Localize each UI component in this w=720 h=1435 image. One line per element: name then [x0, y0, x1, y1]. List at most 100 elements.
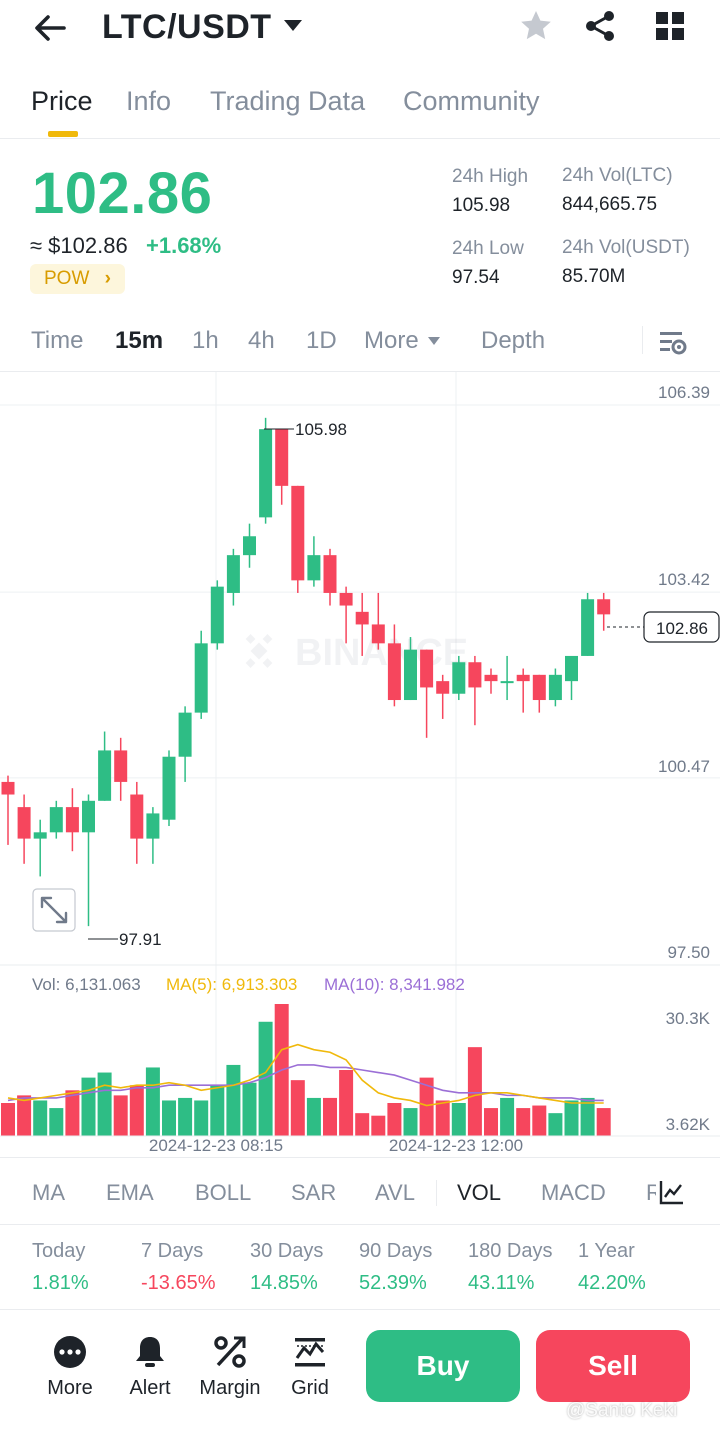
volume-bar [451, 1103, 466, 1136]
alert-label[interactable]: Alert [129, 1377, 171, 1399]
divider [642, 326, 643, 354]
interval-more[interactable]: More [364, 327, 419, 354]
divider [436, 1180, 437, 1206]
indicator-avl[interactable]: AVL [375, 1180, 415, 1205]
vol-usdt-value: 85.70M [562, 266, 626, 287]
candle-body [114, 750, 128, 782]
candle-body [1, 781, 15, 795]
vol-axis-label: 3.62K [666, 1115, 711, 1134]
indicator-boll[interactable]: BOLL [195, 1180, 252, 1205]
volume-bar [306, 1097, 321, 1136]
ma5-line [7, 1043, 604, 1107]
sell-button[interactable]: Sell [536, 1330, 690, 1402]
candle-body [82, 800, 95, 833]
indicator-settings-icon[interactable] [658, 1178, 686, 1206]
usd-price: ≈ $102.86 [30, 233, 128, 258]
candle-body [436, 681, 450, 694]
candle-body [516, 674, 530, 682]
volume-bar [33, 1100, 48, 1136]
grid-icon[interactable] [652, 8, 688, 44]
volume-bar [242, 1082, 257, 1136]
vol-usdt-label: 24h Vol(USDT) [562, 237, 690, 258]
interval-15m[interactable]: 15m [115, 327, 164, 354]
candle-body [452, 662, 466, 694]
price-axis-label: 103.42 [658, 570, 710, 589]
interval-time[interactable]: Time [31, 327, 84, 354]
perf-label-7d: 7 Days [141, 1240, 204, 1262]
volume-bar [516, 1108, 531, 1136]
volume-bar [323, 1097, 337, 1136]
depth-tab[interactable]: Depth [481, 327, 546, 354]
candle-body [291, 485, 305, 581]
grid-trading-icon[interactable] [292, 1334, 328, 1370]
ma10-readout: MA(10): 8,341.982 [324, 975, 465, 994]
indicator-ma[interactable]: MA [32, 1180, 65, 1205]
pair-title[interactable]: LTC/USDT [102, 8, 272, 46]
perf-value-180d: 43.11% [468, 1272, 535, 1294]
candle-body [98, 750, 112, 801]
perf-value-today: 1.81% [32, 1272, 89, 1294]
interval-4h[interactable]: 4h [248, 327, 275, 354]
volume-bar [371, 1115, 386, 1136]
active-tab-indicator [48, 131, 78, 137]
time-axis-label: 2024-12-23 12:00 [389, 1136, 523, 1155]
divider [0, 1157, 720, 1158]
volume-bar [210, 1085, 225, 1136]
time-axis-label: 2024-12-23 08:15 [149, 1136, 283, 1155]
price-chart[interactable]: 106.39 103.42 100.47 97.50 BINANCE 105.9… [0, 372, 720, 1157]
perf-value-1y: 42.20% [578, 1272, 646, 1294]
more-icon[interactable] [52, 1334, 88, 1370]
tab-community[interactable]: Community [403, 86, 540, 116]
chart-settings-icon[interactable] [656, 326, 688, 358]
volume-bar [548, 1113, 563, 1136]
star-icon[interactable] [518, 8, 554, 44]
bell-icon[interactable] [132, 1334, 168, 1370]
indicator-sar[interactable]: SAR [291, 1180, 337, 1205]
candle-body [565, 655, 578, 682]
indicator-r[interactable]: R [646, 1180, 656, 1205]
low-label: 24h Low [452, 238, 524, 259]
ma5-readout: MA(5): 6,913.303 [166, 975, 298, 994]
volume-bar [564, 1100, 579, 1136]
interval-1d[interactable]: 1D [306, 327, 337, 354]
tab-info[interactable]: Info [126, 86, 172, 116]
candle-body [323, 555, 337, 593]
volume-bar [580, 1097, 595, 1136]
candle-body [339, 592, 353, 606]
volume-bar [194, 1100, 209, 1136]
volume-bar [145, 1067, 160, 1136]
indicator-macd[interactable]: MACD [541, 1180, 606, 1205]
last-price: 102.86 [32, 161, 213, 226]
expand-icon[interactable] [32, 888, 76, 932]
indicator-vol[interactable]: VOL [457, 1180, 502, 1205]
ma10-line [7, 1064, 604, 1102]
more-label[interactable]: More [47, 1377, 93, 1399]
volume-bar [419, 1077, 434, 1136]
candle-body [49, 807, 63, 833]
tab-price[interactable]: Price [31, 86, 93, 116]
volume-bar [178, 1097, 193, 1136]
price-change: +1.68% [146, 233, 222, 258]
candle-body [162, 756, 176, 820]
interval-1h[interactable]: 1h [192, 327, 219, 354]
candle-body [387, 643, 401, 701]
share-icon[interactable] [582, 8, 618, 44]
volume-bar [1, 1103, 15, 1136]
indicator-ema[interactable]: EMA [106, 1180, 154, 1205]
price-axis-label: 106.39 [658, 383, 710, 402]
buy-button[interactable]: Buy [366, 1330, 520, 1402]
min-price-label: 97.91 [119, 930, 162, 949]
caret-down-icon[interactable] [284, 20, 302, 31]
margin-label[interactable]: Margin [199, 1377, 261, 1399]
back-arrow-icon[interactable] [30, 8, 70, 48]
volume-bar [113, 1095, 128, 1136]
pow-tag[interactable]: POW › [30, 264, 125, 294]
perf-label-today: Today [32, 1240, 86, 1262]
volume-bar [467, 1047, 482, 1136]
caret-down-icon[interactable] [428, 337, 440, 345]
tab-trading-data[interactable]: Trading Data [210, 86, 366, 116]
candle-body [532, 674, 546, 701]
low-value: 97.54 [452, 267, 500, 288]
margin-icon[interactable] [212, 1334, 248, 1370]
grid-label[interactable]: Grid [291, 1377, 329, 1399]
